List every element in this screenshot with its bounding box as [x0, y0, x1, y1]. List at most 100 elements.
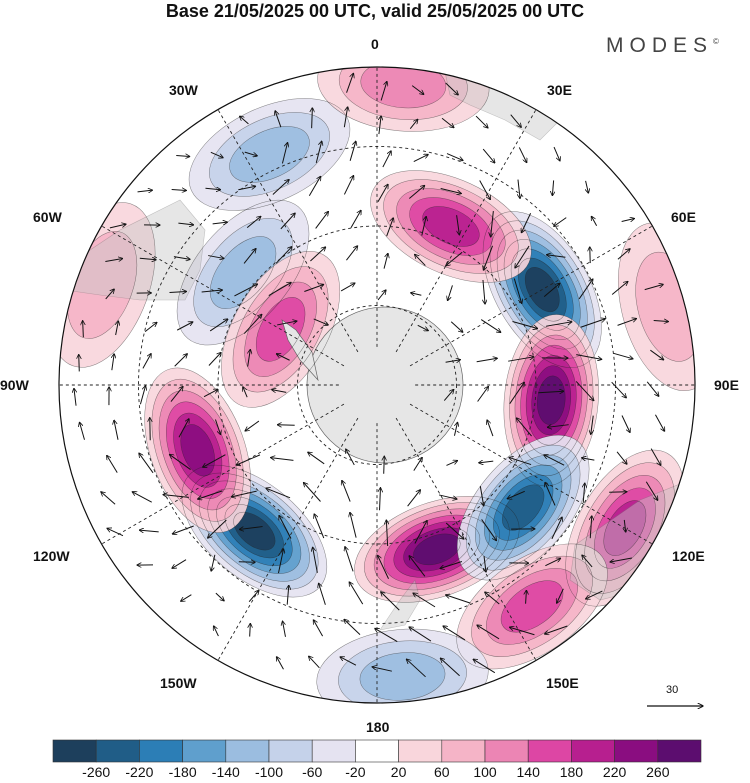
wind-vector-128: [538, 391, 563, 393]
wind-vector-117: [650, 349, 663, 360]
colorbar-cell-8: [398, 739, 443, 763]
wind-vector-71: [105, 289, 115, 300]
wind-vector-146: [107, 455, 118, 473]
wind-vector-223: [586, 590, 603, 599]
wind-vector-48: [421, 216, 426, 236]
contour-5-4: [493, 474, 554, 541]
contour-7-0: [176, 199, 310, 346]
wind-vector-168: [266, 488, 291, 499]
wind-vector-190: [445, 522, 464, 539]
wind-vector-201: [313, 547, 318, 573]
contour-6-2: [396, 188, 506, 265]
wind-vector-133: [114, 420, 119, 440]
contour-4-1: [151, 378, 244, 522]
wind-vector-42: [212, 222, 228, 224]
colorbar-tick-11: 180: [559, 764, 584, 780]
wind-vector-203: [377, 555, 389, 579]
colorbar-cell-1: [95, 739, 140, 763]
wind-vector-44: [280, 213, 295, 230]
contour-1-2: [514, 334, 588, 466]
anomaly-level-6-4: [422, 206, 480, 247]
wind-vector-3: [445, 82, 459, 95]
wind-vector-7: [343, 107, 347, 128]
contour-1-5: [531, 365, 572, 436]
wind-vector-180: [107, 528, 124, 537]
wind-vector-77: [304, 284, 323, 292]
wind-vector-73: [169, 291, 186, 292]
wind-vector-98: [480, 319, 501, 333]
meridian-60: [409, 225, 653, 367]
wind-vector-175: [507, 490, 525, 498]
wind-vector-200: [277, 549, 283, 574]
contour-6-1: [383, 179, 519, 274]
wind-vector-217: [381, 592, 400, 611]
wind-vector-83: [513, 278, 521, 304]
wind-vector-11: [475, 115, 488, 128]
wind-vector-85: [578, 279, 593, 300]
wind-vector-14: [210, 151, 223, 157]
wind-vector-233: [510, 627, 535, 636]
wind-vector-4: [240, 116, 249, 125]
wind-vector-197: [172, 559, 187, 569]
wind-vector-56: [139, 258, 156, 260]
contour-3-4: [216, 496, 293, 567]
wind-vector-167: [231, 490, 257, 497]
meridian-120: [409, 403, 653, 545]
wind-vector-138: [277, 425, 295, 426]
wind-vector-112: [476, 358, 498, 363]
colorbar-tick-12: 220: [602, 764, 627, 780]
wind-vector-216: [349, 582, 364, 605]
wind-vector-102: [617, 319, 637, 326]
wind-vector-99: [512, 321, 537, 328]
wind-vector-159: [544, 455, 565, 466]
wind-vector-82: [483, 279, 485, 304]
meridian-240: [101, 403, 345, 545]
wind-vector-221: [526, 590, 527, 604]
wind-vector-50: [491, 211, 494, 237]
wind-vector-181: [139, 530, 159, 532]
colorbar-tick-3: -140: [211, 764, 240, 780]
contour-4-3: [166, 401, 230, 499]
wind-vector-153: [346, 449, 355, 466]
lon-label-30w: 30W: [169, 82, 198, 98]
graticule: [59, 67, 695, 703]
wind-vector-122: [203, 389, 218, 398]
meridian-150: [395, 417, 537, 661]
wind-vector-136: [214, 419, 220, 434]
colorbar-tick-4: -100: [254, 764, 284, 780]
wind-vector-80: [411, 293, 422, 296]
wind-vector-182: [172, 525, 194, 534]
wind-vector-170: [342, 480, 351, 502]
wind-vector-162: [650, 448, 661, 466]
wind-vector-131: [646, 381, 659, 396]
wind-vector-224: [214, 626, 219, 637]
wind-vector-209: [582, 555, 593, 568]
colorbar-tick-8: 60: [434, 764, 450, 780]
contour-6-3: [409, 197, 493, 256]
wind-vector-0: [346, 73, 354, 93]
wind-vector-45: [315, 212, 329, 229]
wind-vector-176: [545, 483, 556, 506]
wind-vector-226: [283, 621, 286, 637]
wind-vector-30: [308, 176, 320, 196]
wind-vector-65: [446, 251, 463, 266]
wind-vector-31: [343, 176, 353, 195]
contour-3-1: [190, 472, 319, 590]
meridian-30: [395, 109, 537, 353]
wind-vector-204: [409, 556, 426, 577]
colorbar-tick-10: 140: [516, 764, 540, 780]
wind-vector-188: [386, 520, 387, 547]
colorbar: [52, 739, 702, 763]
contour-1-4: [525, 355, 577, 446]
wind-vector-184: [239, 526, 263, 530]
colorbar-cell-3: [182, 739, 227, 763]
contour-13-1: [338, 67, 468, 120]
anomaly-level-8-2: [229, 126, 310, 183]
wind-vector-143: [591, 415, 593, 435]
contour-2-0: [354, 496, 520, 603]
wind-vector-227: [313, 620, 324, 637]
wind-vector-86: [611, 281, 628, 295]
meridian-330: [217, 109, 359, 353]
lon-label-120w: 120W: [33, 548, 70, 564]
wind-vector-93: [243, 314, 262, 334]
